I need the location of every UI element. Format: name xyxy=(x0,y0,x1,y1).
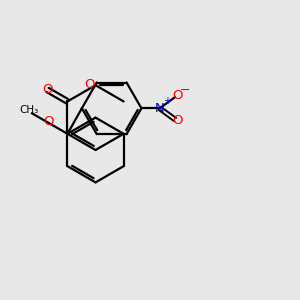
Text: O: O xyxy=(42,83,53,96)
Text: O: O xyxy=(43,115,54,128)
Text: +: + xyxy=(163,96,171,106)
Text: O: O xyxy=(84,78,95,91)
Text: CH₃: CH₃ xyxy=(20,105,39,115)
Text: −: − xyxy=(180,84,190,97)
Text: O: O xyxy=(173,114,183,127)
Text: N: N xyxy=(155,102,165,115)
Text: O: O xyxy=(173,89,183,102)
